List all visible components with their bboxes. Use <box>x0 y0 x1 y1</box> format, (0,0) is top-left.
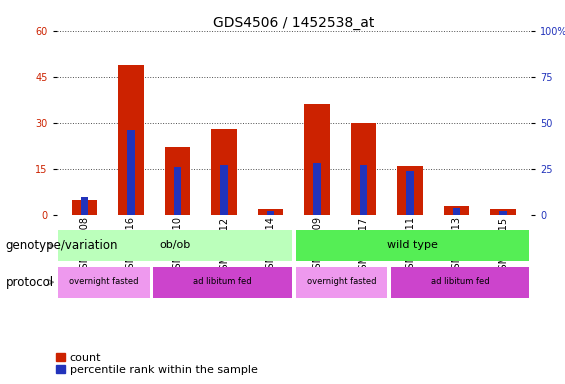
Bar <box>313 164 321 215</box>
Text: ad libitum fed: ad libitum fed <box>193 277 252 286</box>
Bar <box>258 209 283 215</box>
Bar <box>360 165 367 215</box>
Text: overnight fasted: overnight fasted <box>306 277 376 286</box>
Text: genotype/variation: genotype/variation <box>6 239 118 252</box>
Bar <box>127 130 135 215</box>
Bar <box>267 211 275 215</box>
Legend: count, percentile rank within the sample: count, percentile rank within the sample <box>56 353 258 375</box>
Bar <box>295 267 387 298</box>
Bar <box>164 147 190 215</box>
Bar <box>305 104 330 215</box>
Bar <box>211 129 237 215</box>
Bar <box>453 208 460 215</box>
Title: GDS4506 / 1452538_at: GDS4506 / 1452538_at <box>213 16 375 30</box>
Bar <box>58 230 292 261</box>
Text: overnight fasted: overnight fasted <box>69 277 139 286</box>
Bar <box>173 167 181 215</box>
Bar <box>118 65 144 215</box>
Bar <box>490 209 516 215</box>
Bar <box>220 165 228 215</box>
Bar <box>58 267 150 298</box>
Bar <box>397 166 423 215</box>
Bar <box>444 206 470 215</box>
Text: wild type: wild type <box>387 240 438 250</box>
Bar <box>499 211 507 215</box>
Bar <box>390 267 529 298</box>
Bar <box>153 267 292 298</box>
Bar <box>406 171 414 215</box>
Bar <box>81 197 88 215</box>
Bar <box>72 200 97 215</box>
Bar <box>351 123 376 215</box>
Text: ob/ob: ob/ob <box>159 240 191 250</box>
Bar <box>295 230 529 261</box>
Text: protocol: protocol <box>6 276 54 289</box>
Text: ad libitum fed: ad libitum fed <box>431 277 489 286</box>
